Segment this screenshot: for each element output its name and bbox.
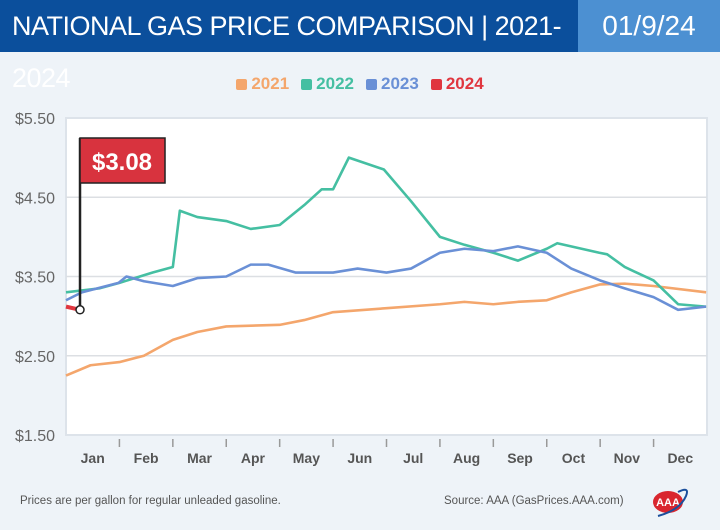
series-line-2021 [65,282,707,377]
x-tick-label: Feb [134,450,159,466]
legend-label: 2022 [316,74,354,93]
series-line-2023 [65,245,707,312]
aaa-logo: AAA [653,488,688,517]
x-tick-label: May [293,450,320,466]
legend-swatch [236,78,248,90]
annotation-label: $3.08 [92,149,152,176]
annotation-box [79,137,166,184]
x-tick-label: Jan [81,450,105,466]
legend-label: 2021 [251,74,290,93]
x-tick-label: Jul [403,450,423,466]
x-tick-label: Nov [614,450,641,466]
x-tick-label: Jun [347,450,372,466]
legend-label: 2024 [445,74,484,93]
legend-item-2023: 2023 [366,74,419,94]
legend-swatch [301,78,313,90]
source-note: Source: AAA (GasPrices.AAA.com) [444,495,624,507]
footnote: Prices are per gallon for regular unlead… [20,495,281,507]
x-tick-label: Aug [453,450,480,466]
date-badge: 01/9/24 [578,0,720,52]
annotation-point [75,305,85,315]
svg-text:AAA: AAA [656,497,680,509]
x-tick-label: Oct [562,450,586,466]
legend-item-2022: 2022 [301,74,354,94]
legend-swatch [366,78,377,90]
x-tick-label: Sep [507,450,533,466]
y-tick-label: $1.50 [15,428,55,445]
y-tick-label: $5.50 [15,111,55,128]
x-tick-label: Apr [241,450,266,466]
y-tick-label: $2.50 [15,349,55,366]
x-tick-label: Dec [667,450,693,466]
x-tick-label: Mar [187,450,212,466]
legend-item-2024: 2024 [430,74,484,94]
y-tick-label: $3.50 [15,270,55,287]
legend-label: 2023 [381,74,419,93]
chart-title: NATIONAL GAS PRICE COMPARISON | 2021-202… [0,0,578,93]
legend-swatch [430,78,442,90]
legend: 2021 2022 2023 2024 [0,74,720,95]
legend-item-2021: 2021 [236,74,289,94]
series-line-2022 [65,156,707,308]
y-tick-label: $4.50 [15,190,55,207]
